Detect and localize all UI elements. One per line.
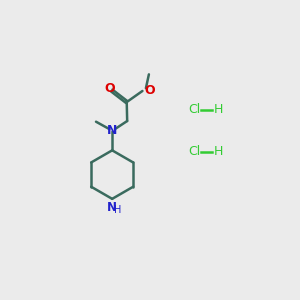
Text: Cl: Cl bbox=[188, 103, 201, 116]
Text: O: O bbox=[144, 84, 155, 97]
Text: N: N bbox=[107, 201, 117, 214]
Text: H: H bbox=[214, 103, 223, 116]
Text: N: N bbox=[107, 124, 117, 137]
Text: O: O bbox=[104, 82, 115, 95]
Text: H: H bbox=[214, 145, 223, 158]
Text: H: H bbox=[114, 205, 121, 214]
Text: Cl: Cl bbox=[188, 145, 201, 158]
